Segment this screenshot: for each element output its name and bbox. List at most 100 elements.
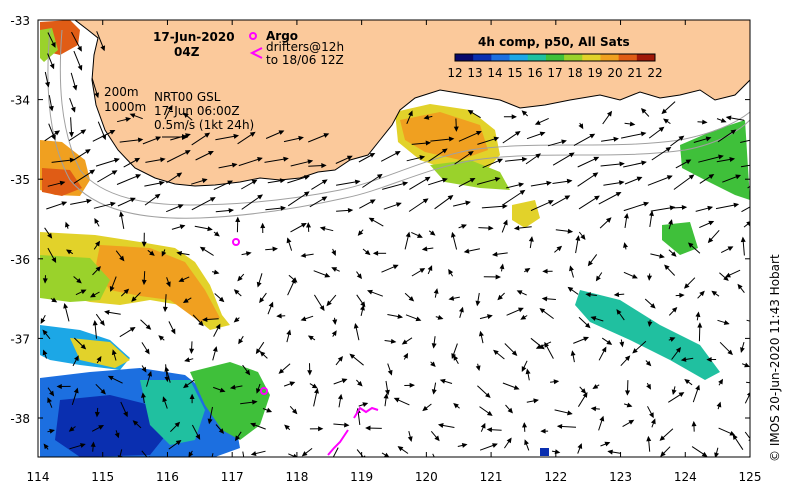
x-tick-label: 122	[544, 470, 567, 484]
current-arrow-head	[699, 290, 705, 297]
isobath-200m	[59, 29, 750, 206]
current-arrow	[740, 139, 750, 143]
current-arrow-head	[113, 157, 120, 163]
current-arrow-head	[759, 200, 763, 203]
current-arrow-head	[546, 180, 552, 186]
current-arrow	[481, 205, 507, 209]
current-arrow-head	[671, 389, 677, 396]
current-arrow-head	[291, 277, 296, 284]
current-arrow-head	[176, 251, 183, 256]
current-arrow-head	[129, 113, 136, 119]
current-arrow-head	[141, 279, 147, 286]
current-arrow-head	[47, 397, 52, 403]
current-arrow-head	[727, 246, 734, 252]
current-arrow-head	[494, 176, 501, 182]
current-arrow-head	[234, 435, 241, 442]
colorbar-swatch	[545, 54, 565, 61]
current-arrow-head	[162, 306, 168, 313]
current-arrow-head	[278, 368, 285, 374]
colorbar-tick-label: 19	[587, 66, 602, 80]
current-arrow-head	[628, 419, 635, 425]
current-arrow	[382, 182, 408, 190]
current-arrow-head	[641, 108, 647, 114]
current-arrow-head	[521, 110, 528, 116]
current-arrow-head	[167, 104, 173, 111]
current-arrow-head	[208, 465, 211, 469]
current-arrow-head	[606, 217, 612, 223]
current-arrow-head	[141, 241, 147, 248]
current-arrow-head	[189, 393, 195, 399]
current-arrow-head	[582, 391, 588, 398]
current-arrow-head	[135, 174, 142, 179]
current-arrow-head	[184, 150, 191, 155]
current-arrow-head	[283, 156, 289, 162]
current-arrow-head	[100, 388, 106, 395]
current-arrow-head	[229, 384, 236, 390]
current-arrow-head	[202, 317, 208, 323]
current-arrow-head	[486, 427, 493, 433]
current-arrow-head	[448, 136, 455, 142]
current-arrow-head	[45, 81, 50, 88]
current-arrow-head	[284, 424, 290, 430]
colorbar-tick-label: 18	[567, 66, 582, 80]
current-arrow-head	[111, 349, 117, 356]
current-arrow-head	[177, 204, 184, 209]
current-arrow-head	[711, 290, 718, 296]
current-arrow-head	[387, 369, 393, 376]
current-arrow-head	[706, 356, 712, 363]
current-arrow-head	[752, 381, 756, 384]
argo-legend-label: Argo	[266, 29, 298, 43]
current-arrow-head	[249, 131, 256, 137]
colorbar-tick-label: 14	[487, 66, 502, 80]
current-arrow-head	[144, 348, 150, 355]
current-arrow-head	[311, 383, 318, 389]
current-arrow-head	[590, 406, 597, 412]
sst-patches	[40, 20, 750, 457]
velocity-scale-arrow	[162, 134, 188, 140]
current-arrow-head	[646, 383, 651, 390]
current-arrow-head	[368, 217, 375, 223]
current-arrow-head	[524, 439, 529, 446]
current-arrow-head	[95, 240, 101, 247]
current-arrow	[741, 206, 750, 213]
current-arrow-head	[625, 390, 631, 396]
current-arrow-head	[658, 126, 665, 132]
current-arrow-head	[117, 455, 123, 457]
current-arrow-head	[204, 132, 211, 138]
current-arrow-head	[493, 349, 499, 356]
isobath-1000m-label: 1000m	[104, 100, 146, 114]
current-arrow-head	[337, 355, 344, 362]
current-arrow-head	[516, 290, 523, 295]
current-arrow-head	[218, 296, 225, 303]
current-arrow-head	[233, 289, 240, 295]
current-arrow-head	[145, 324, 152, 330]
x-axis: 114 115 116 117 118 119 120 121 122 123 124 125	[27, 20, 761, 484]
current-arrow-head	[94, 217, 100, 224]
current-arrow-head	[65, 221, 70, 228]
current-arrow-head	[401, 339, 408, 345]
current-arrow-head	[73, 387, 79, 394]
current-arrow-head	[480, 422, 486, 429]
velocity-scale-label: 0.5m/s (1kt 24h)	[154, 118, 254, 132]
current-arrow-head	[130, 197, 136, 203]
current-arrow-head	[188, 451, 194, 457]
current-arrow-head	[430, 361, 436, 368]
current-arrow-head	[434, 435, 440, 442]
current-arrow-head	[733, 202, 740, 208]
current-arrow-head	[561, 139, 567, 145]
current-arrow-head	[431, 343, 437, 349]
current-arrow-head	[42, 329, 48, 336]
plot-frame	[37, 19, 751, 458]
current-arrow-head	[321, 179, 328, 185]
current-arrow-head	[323, 133, 330, 138]
current-arrow-head	[330, 459, 333, 463]
current-arrow-head	[567, 410, 573, 416]
current-arrow-head	[583, 336, 589, 342]
current-arrow-head	[360, 304, 365, 311]
current-arrow-head	[96, 355, 102, 362]
current-arrow-head	[266, 407, 273, 413]
current-arrow-head	[716, 401, 722, 408]
current-arrow-head	[613, 292, 620, 298]
current-arrow	[141, 450, 148, 457]
current-arrow-head	[424, 176, 431, 182]
